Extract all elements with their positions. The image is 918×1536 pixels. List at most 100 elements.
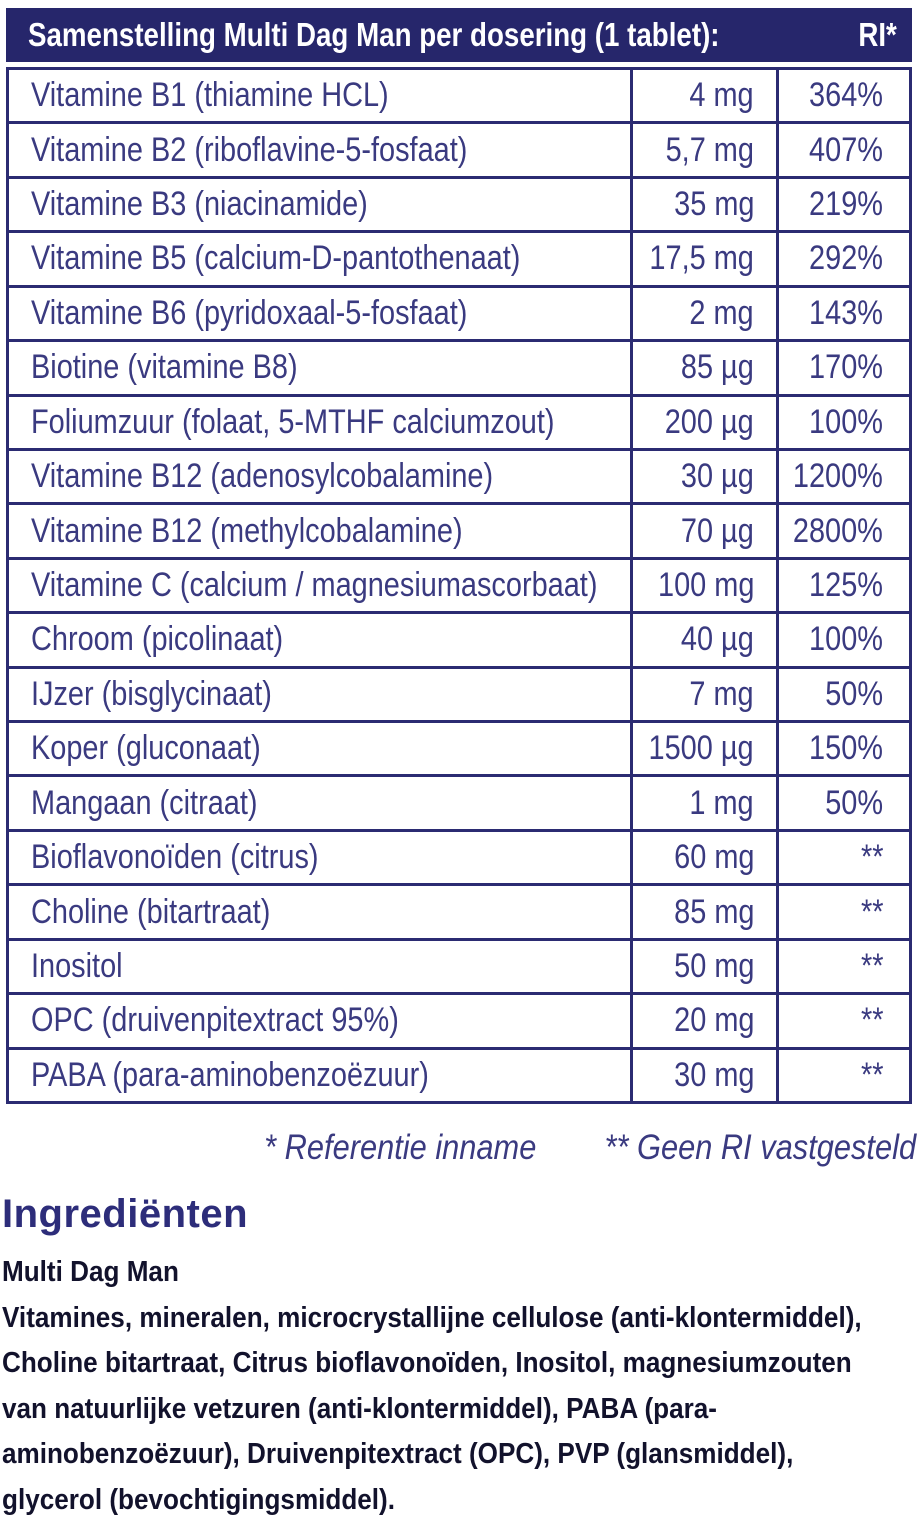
amount-cell: 4 mg	[630, 70, 776, 122]
ri-value: 125%	[809, 566, 883, 604]
nutrient-name: Vitamine B12 (adenosylcobalamine)	[31, 457, 494, 496]
table-row: Koper (gluconaat) 1500 µg 150%	[9, 720, 909, 775]
amount-value: 1 mg	[689, 783, 754, 822]
amount-value: 17,5 mg	[649, 239, 754, 278]
nutrient-name: Vitamine C (calcium / magnesiumascorbaat…	[31, 566, 598, 604]
ri-cell: 2800%	[776, 505, 909, 557]
table-header-row: Samenstelling Multi Dag Man per dosering…	[6, 8, 912, 62]
amount-cell: 40 µg	[630, 614, 776, 666]
table-row: Biotine (vitamine B8) 85 µg 170%	[9, 339, 909, 394]
composition-table: Samenstelling Multi Dag Man per dosering…	[6, 8, 912, 1104]
nutrient-name: Vitamine B12 (methylcobalamine)	[31, 511, 463, 550]
ri-cell: 100%	[776, 396, 909, 448]
amount-value: 30 mg	[673, 1055, 754, 1094]
ri-value: **	[860, 838, 883, 877]
nutrient-name: IJzer (bisglycinaat)	[31, 674, 272, 713]
nutrient-name-cell: Foliumzuur (folaat, 5-MTHF calciumzout)	[9, 397, 630, 448]
table-row: Vitamine B12 (methylcobalamine) 70 µg 28…	[9, 502, 909, 557]
table-row: Vitamine B5 (calcium-D-pantothenaat) 17,…	[9, 230, 909, 285]
nutrient-name-cell: Mangaan (citraat)	[9, 777, 630, 828]
amount-cell: 1 mg	[630, 777, 776, 829]
amount-cell: 85 mg	[630, 886, 776, 938]
nutrient-name-cell: Vitamine B6 (pyridoxaal-5-fosfaat)	[9, 288, 630, 339]
amount-cell: 2 mg	[630, 287, 776, 340]
table-row: Choline (bitartraat) 85 mg **	[9, 883, 909, 938]
table-row: Inositol 50 mg **	[9, 937, 909, 993]
nutrient-name-cell: Biotine (vitamine B8)	[9, 342, 630, 393]
nutrient-name: Inositol	[31, 946, 123, 985]
ri-cell: **	[776, 995, 909, 1047]
amount-value: 30 µg	[681, 457, 754, 496]
ri-value: 219%	[809, 185, 883, 224]
nutrient-name: OPC (druivenpitextract 95%)	[31, 1001, 399, 1040]
nutrient-name: Koper (gluconaat)	[31, 729, 261, 768]
amount-cell: 200 µg	[630, 396, 776, 448]
nutrient-name: Vitamine B3 (niacinamide)	[31, 185, 368, 224]
ingredients-line: Multi Dag Man	[2, 1256, 179, 1288]
nutrient-name: PABA (para-aminobenzoëzuur)	[31, 1055, 429, 1094]
amount-value: 50 mg	[673, 946, 754, 985]
amount-cell: 1500 µg	[630, 723, 776, 775]
table-row: Foliumzuur (folaat, 5-MTHF calciumzout) …	[9, 393, 909, 448]
nutrient-name: Vitamine B2 (riboflavine-5-fosfaat)	[31, 130, 468, 169]
nutrient-name-cell: Choline (bitartraat)	[9, 886, 630, 937]
nutrient-name-cell: Vitamine B3 (niacinamide)	[9, 179, 630, 230]
ri-value: 50%	[825, 674, 883, 713]
ri-value: 364%	[809, 76, 883, 115]
ri-cell: 150%	[776, 723, 909, 775]
ri-value: 1200%	[793, 457, 883, 496]
nutrient-name: Vitamine B1 (thiamine HCL)	[31, 76, 389, 115]
ingredients-heading: Ingrediënten	[2, 1192, 249, 1236]
amount-value: 2 mg	[689, 293, 754, 332]
ri-cell: 50%	[776, 777, 909, 829]
amount-value: 20 mg	[673, 1001, 754, 1040]
ri-cell: **	[776, 1049, 909, 1102]
ri-value: 143%	[809, 293, 883, 332]
amount-cell: 50 mg	[630, 940, 776, 993]
table-row: OPC (druivenpitextract 95%) 20 mg **	[9, 992, 909, 1047]
ingredients-line: van natuurlijke vetzuren (anti-klontermi…	[2, 1392, 717, 1425]
nutrient-name-cell: Bioflavonoïden (citrus)	[9, 832, 630, 883]
amount-value: 85 µg	[681, 348, 754, 387]
nutrient-name-cell: Koper (gluconaat)	[9, 723, 630, 774]
nutrient-name-cell: Vitamine B2 (riboflavine-5-fosfaat)	[9, 124, 630, 175]
amount-cell: 17,5 mg	[630, 233, 776, 285]
ri-value: **	[860, 892, 883, 931]
amount-value: 4 mg	[689, 76, 754, 115]
amount-cell: 60 mg	[630, 831, 776, 884]
table-row: Chroom (picolinaat) 40 µg 100%	[9, 611, 909, 666]
amount-cell: 100 mg	[630, 559, 776, 612]
ri-value: 150%	[809, 729, 883, 768]
amount-value: 200 µg	[665, 402, 754, 441]
nutrient-name-cell: Vitamine C (calcium / magnesiumascorbaat…	[9, 560, 630, 611]
table-row: Mangaan (citraat) 1 mg 50%	[9, 774, 909, 829]
ri-cell: **	[776, 886, 909, 938]
amount-value: 7 mg	[689, 674, 754, 713]
ri-cell: 407%	[776, 124, 909, 176]
amount-value: 35 mg	[673, 185, 754, 224]
nutrient-name: Choline (bitartraat)	[31, 892, 271, 931]
amount-cell: 70 µg	[630, 505, 776, 557]
nutrient-name-cell: Vitamine B5 (calcium-D-pantothenaat)	[9, 233, 630, 284]
amount-value: 85 mg	[673, 892, 754, 931]
table-row: IJzer (bisglycinaat) 7 mg 50%	[9, 665, 909, 721]
ri-cell: 143%	[776, 287, 909, 340]
ingredients-line: Vitamines, mineralen, microcrystallijne …	[2, 1301, 862, 1334]
table-row: Vitamine B3 (niacinamide) 35 mg 219%	[9, 175, 909, 231]
amount-value: 70 µg	[681, 511, 754, 550]
amount-cell: 30 µg	[630, 450, 776, 503]
nutrient-name-cell: PABA (para-aminobenzoëzuur)	[9, 1050, 630, 1101]
ri-column-header: RI*	[858, 16, 898, 53]
amount-value: 1500 µg	[648, 729, 754, 768]
ri-cell: 292%	[776, 233, 909, 285]
amount-value: 60 mg	[673, 838, 754, 877]
table-title: Samenstelling Multi Dag Man per dosering…	[28, 16, 720, 53]
nutrient-name: Vitamine B6 (pyridoxaal-5-fosfaat)	[31, 293, 468, 332]
ri-cell: 100%	[776, 614, 909, 666]
ri-value: 50%	[825, 783, 883, 822]
amount-cell: 30 mg	[630, 1049, 776, 1102]
nutrient-name: Bioflavonoïden (citrus)	[31, 838, 319, 877]
nutrient-name-cell: OPC (druivenpitextract 95%)	[9, 995, 630, 1046]
nutrient-name-cell: Chroom (picolinaat)	[9, 614, 630, 665]
ri-cell: 364%	[776, 70, 909, 122]
